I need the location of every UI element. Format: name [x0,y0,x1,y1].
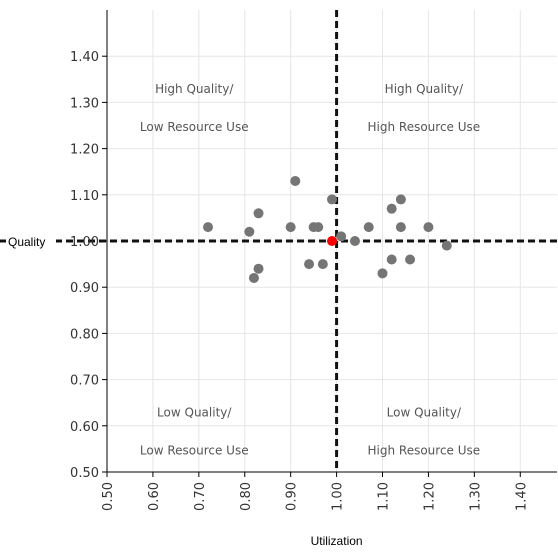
quadrant-label: High Resource Use [368,120,481,134]
x-tick-label: 0.60 [147,482,162,511]
y-tick-label: 1.20 [70,143,99,158]
data-point [405,254,416,265]
quadrant-label: Low Quality/ [157,406,232,420]
data-point [313,222,324,233]
y-tick-label: 1.10 [70,189,99,204]
x-axis-title: Utilization [311,534,363,548]
data-point [244,226,255,237]
data-point [253,208,264,219]
quadrant-label: Low Resource Use [140,120,249,134]
data-point [253,263,264,274]
y-tick-label: 0.70 [70,374,99,389]
data-point [377,268,388,279]
y-axis-title: Quality [8,235,45,249]
x-tick-label: 1.10 [377,482,392,511]
data-point [336,231,347,242]
x-tick-label: 1.20 [422,482,437,511]
y-tick-label: 0.50 [70,466,99,481]
data-point [423,222,434,233]
y-tick-label: 0.90 [70,281,99,296]
y-axis-title-backing [6,232,56,249]
axes [102,10,557,477]
data-point [290,175,301,186]
x-tick-label: 1.30 [468,482,483,511]
data-point [248,272,259,283]
y-tick-label: 0.60 [70,420,99,435]
data-point [327,194,337,205]
data-point [285,222,296,233]
quadrant-labels: High Quality/Low Resource Use High Qualit… [140,82,480,457]
data-point [363,222,374,233]
x-tick-label: 1.40 [514,482,529,511]
y-tick-label: 1.00 [70,235,99,250]
data-point [304,259,315,270]
quadrant-label: High Quality/ [155,82,234,96]
data-point [317,259,328,270]
highlight-point [327,236,337,246]
quadrant-label: Low Quality/ [387,406,462,420]
x-tick-label: 0.70 [193,482,208,511]
x-tick-label: 0.90 [285,482,300,511]
data-point [395,222,406,233]
y-tick-label: 1.40 [70,50,99,65]
quadrant-label: High Quality/ [385,82,464,96]
data-point [386,254,397,265]
quadrant-label: Low Resource Use [140,444,249,458]
x-tick-label: 1.00 [331,482,346,511]
data-points [203,175,452,283]
data-point [441,240,452,251]
y-tick-label: 0.80 [70,327,99,342]
data-point [203,222,214,233]
x-tick-label: 0.50 [101,482,116,511]
data-point [386,203,397,214]
x-tick-label: 0.80 [239,482,254,511]
data-point [395,194,406,205]
data-point [349,236,360,246]
y-tick-label: 1.30 [70,96,99,111]
quadrant-label: High Resource Use [368,444,481,458]
tick-labels: 0.50 0.60 0.70 0.80 0.90 1.00 1.10 1.20 1.30 1.40… [70,50,529,511]
